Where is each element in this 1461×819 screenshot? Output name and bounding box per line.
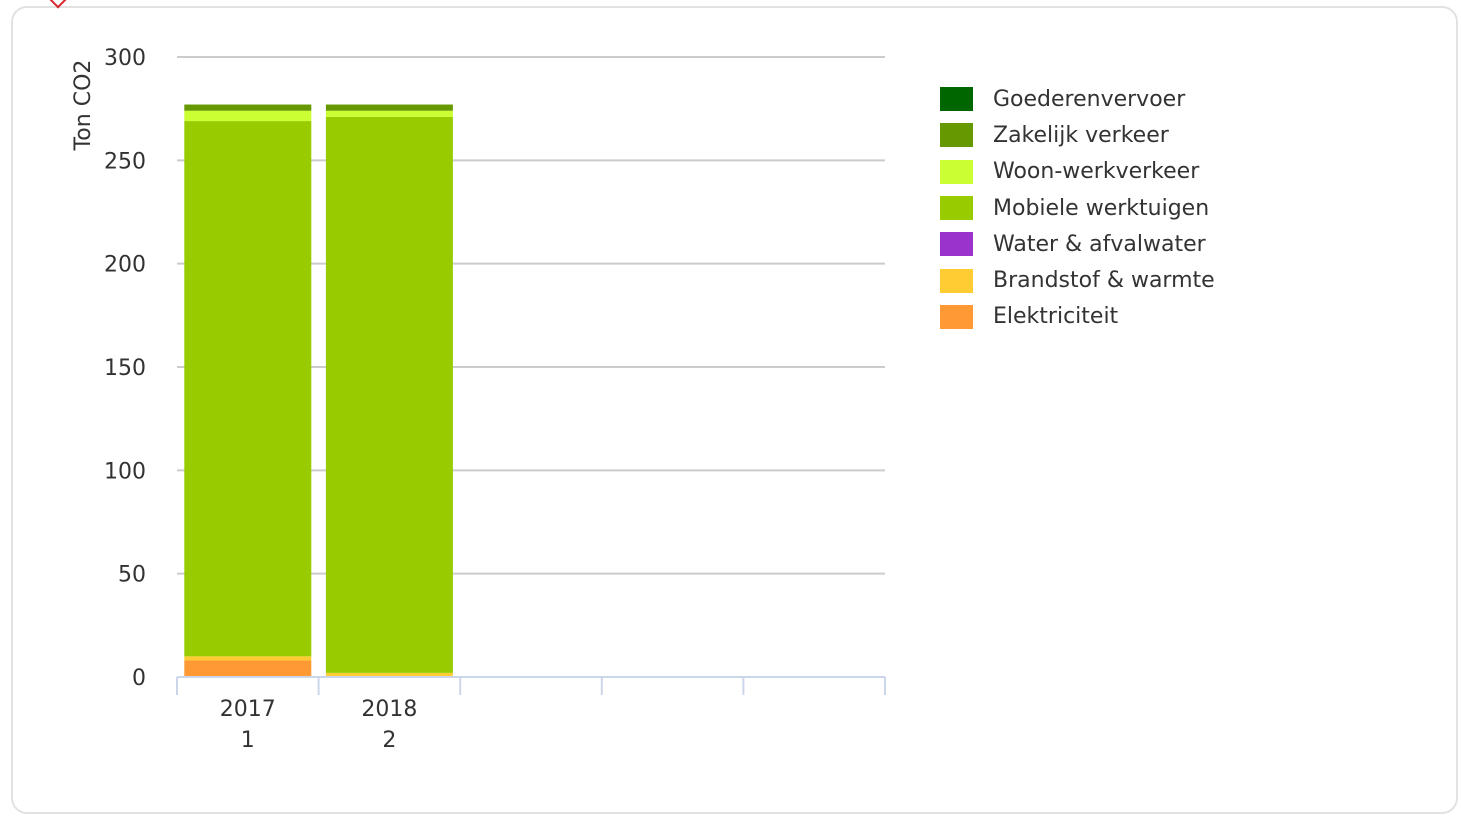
bar-segment: [184, 660, 312, 677]
legend-swatch: [940, 196, 973, 221]
bar-segment: [184, 104, 312, 111]
legend-swatch: [940, 123, 973, 148]
y-tick-label: 0: [132, 666, 146, 691]
legend-item[interactable]: Water & afvalwater: [940, 226, 1215, 262]
y-tick-label: 250: [104, 149, 146, 174]
bar-segment: [325, 672, 453, 677]
x-tick-label-year: 2018: [361, 697, 417, 722]
legend-label: Brandstof & warmte: [993, 268, 1215, 294]
legend-label: Goederenvervoer: [993, 86, 1186, 112]
legend-swatch: [940, 159, 973, 184]
bar-segment: [184, 121, 312, 657]
y-tick-label: 150: [104, 356, 146, 381]
bar-segment: [184, 656, 312, 661]
y-tick-label: 300: [104, 46, 146, 71]
legend-swatch: [940, 268, 973, 293]
legend-item[interactable]: Goederenvervoer: [940, 81, 1215, 117]
bar-segment: [184, 110, 312, 122]
legend-label: Elektriciteit: [993, 304, 1119, 330]
legend-item[interactable]: Brandstof & warmte: [940, 262, 1215, 298]
bar-segment: [325, 116, 453, 673]
legend-label: Water & afvalwater: [993, 231, 1206, 257]
y-axis-label: Ton CO2: [71, 60, 96, 152]
bar-segment: [325, 110, 453, 117]
legend-swatch: [940, 232, 973, 257]
legend: Goederenvervoer Zakelijk verkeer Woon-werk…: [940, 81, 1215, 335]
legend-item[interactable]: Mobiele werktuigen: [940, 190, 1215, 226]
y-tick-label: 100: [104, 459, 146, 484]
legend-item[interactable]: Zakelijk verkeer: [940, 117, 1215, 153]
legend-swatch: [940, 87, 973, 112]
legend-label: Mobiele werktuigen: [993, 195, 1210, 221]
x-tick-label-index: 2: [382, 728, 396, 753]
bar-segment: [325, 104, 453, 111]
legend-label: Zakelijk verkeer: [993, 122, 1169, 148]
legend-label: Woon-werkverkeer: [993, 159, 1200, 185]
x-tick-label-year: 2017: [220, 697, 276, 722]
legend-swatch: [940, 304, 973, 329]
y-tick-label: 200: [104, 253, 146, 278]
legend-item[interactable]: Elektriciteit: [940, 299, 1215, 335]
legend-item[interactable]: Woon-werkverkeer: [940, 154, 1215, 190]
y-tick-label: 50: [118, 563, 146, 588]
x-tick-label-index: 1: [241, 728, 255, 753]
